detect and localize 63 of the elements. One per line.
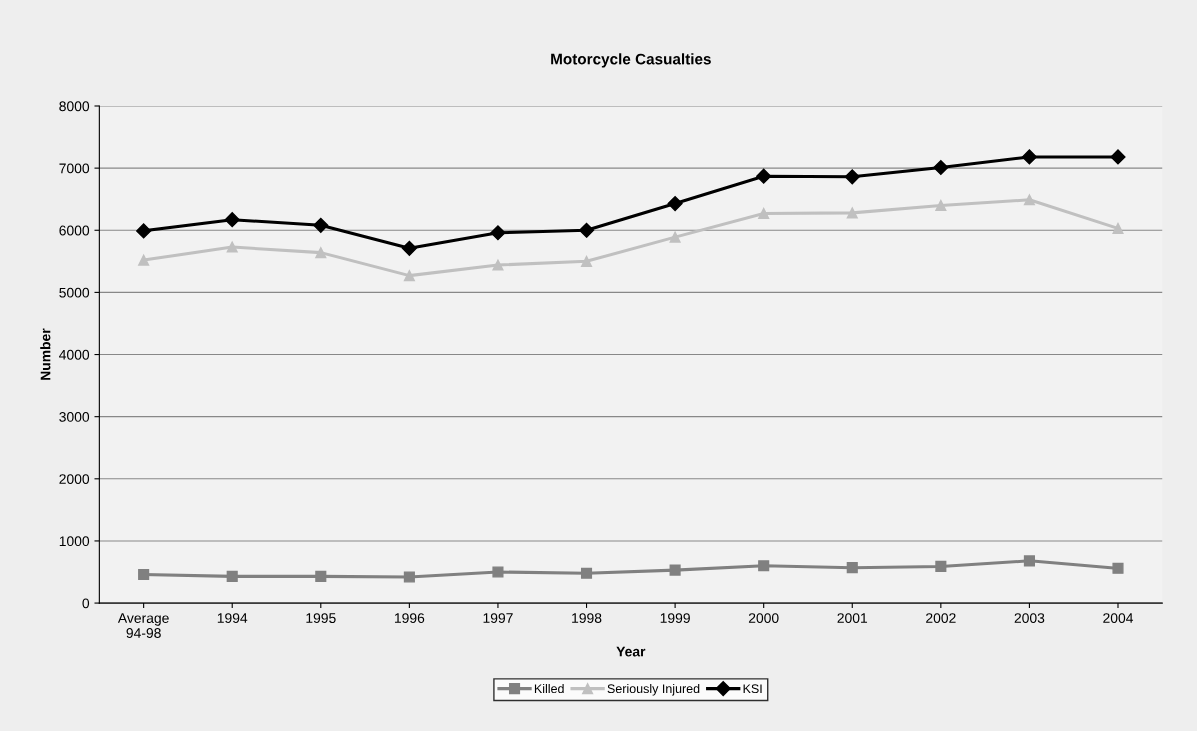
legend-label: Seriously Injured xyxy=(607,683,700,696)
point xyxy=(1110,149,1126,165)
y-tick-label: 5000 xyxy=(59,287,90,298)
point xyxy=(580,255,593,267)
point xyxy=(138,254,150,266)
point xyxy=(846,562,858,574)
point xyxy=(313,217,329,233)
chart-title: Motorcycle Casualties xyxy=(551,53,711,68)
x-tick-label: 1994 xyxy=(217,613,248,623)
x-tick-label: 2001 xyxy=(837,613,868,623)
point xyxy=(492,566,504,578)
point xyxy=(490,225,506,241)
point xyxy=(758,560,770,572)
y-tick-label: 4000 xyxy=(59,349,90,360)
x-tick-label: 1996 xyxy=(394,613,425,623)
point xyxy=(1021,149,1037,165)
x-tick-label: 2000 xyxy=(748,613,779,623)
x-tick-label: Average 94-98 xyxy=(117,613,169,638)
legend-label: KSI xyxy=(743,684,762,694)
x-tick-label: 2004 xyxy=(1103,613,1134,623)
point xyxy=(667,195,683,212)
point xyxy=(138,568,150,581)
point xyxy=(226,241,238,253)
point xyxy=(492,259,504,271)
point xyxy=(315,247,327,259)
legend-label: Killed xyxy=(534,683,564,694)
point xyxy=(315,570,327,582)
point xyxy=(401,240,417,256)
point xyxy=(226,570,238,582)
point xyxy=(935,560,947,572)
point xyxy=(403,571,415,583)
x-tick-label: 2002 xyxy=(926,613,956,623)
point xyxy=(1023,555,1035,567)
point xyxy=(935,199,947,211)
point xyxy=(758,207,770,220)
y-tick-label: 1000 xyxy=(59,536,90,547)
x-tick-label: 2003 xyxy=(1014,613,1045,623)
y-tick-label: 6000 xyxy=(59,225,90,236)
point xyxy=(1023,194,1035,206)
point xyxy=(669,564,681,576)
point xyxy=(578,222,595,238)
y-tick-label: 2000 xyxy=(59,474,90,484)
y-tick-label: 3000 xyxy=(59,412,90,422)
x-axis-title: Year xyxy=(616,646,646,657)
x-tick-label: 1998 xyxy=(572,613,602,623)
point xyxy=(1112,562,1124,574)
point xyxy=(580,567,593,579)
y-axis-title: Number xyxy=(40,328,51,380)
point xyxy=(136,223,152,239)
x-tick-label: 1997 xyxy=(483,613,513,623)
point xyxy=(756,168,772,184)
point xyxy=(844,169,860,185)
y-tick-label: 0 xyxy=(82,598,90,609)
point xyxy=(933,159,949,176)
y-tick-label: 7000 xyxy=(59,163,90,174)
point xyxy=(224,212,240,228)
point xyxy=(1112,222,1124,234)
x-tick-label: 1995 xyxy=(306,613,336,623)
y-tick-label: 8000 xyxy=(59,101,90,112)
point xyxy=(846,207,858,219)
point xyxy=(403,270,415,282)
x-tick-label: 1999 xyxy=(660,613,690,623)
point xyxy=(669,231,681,243)
